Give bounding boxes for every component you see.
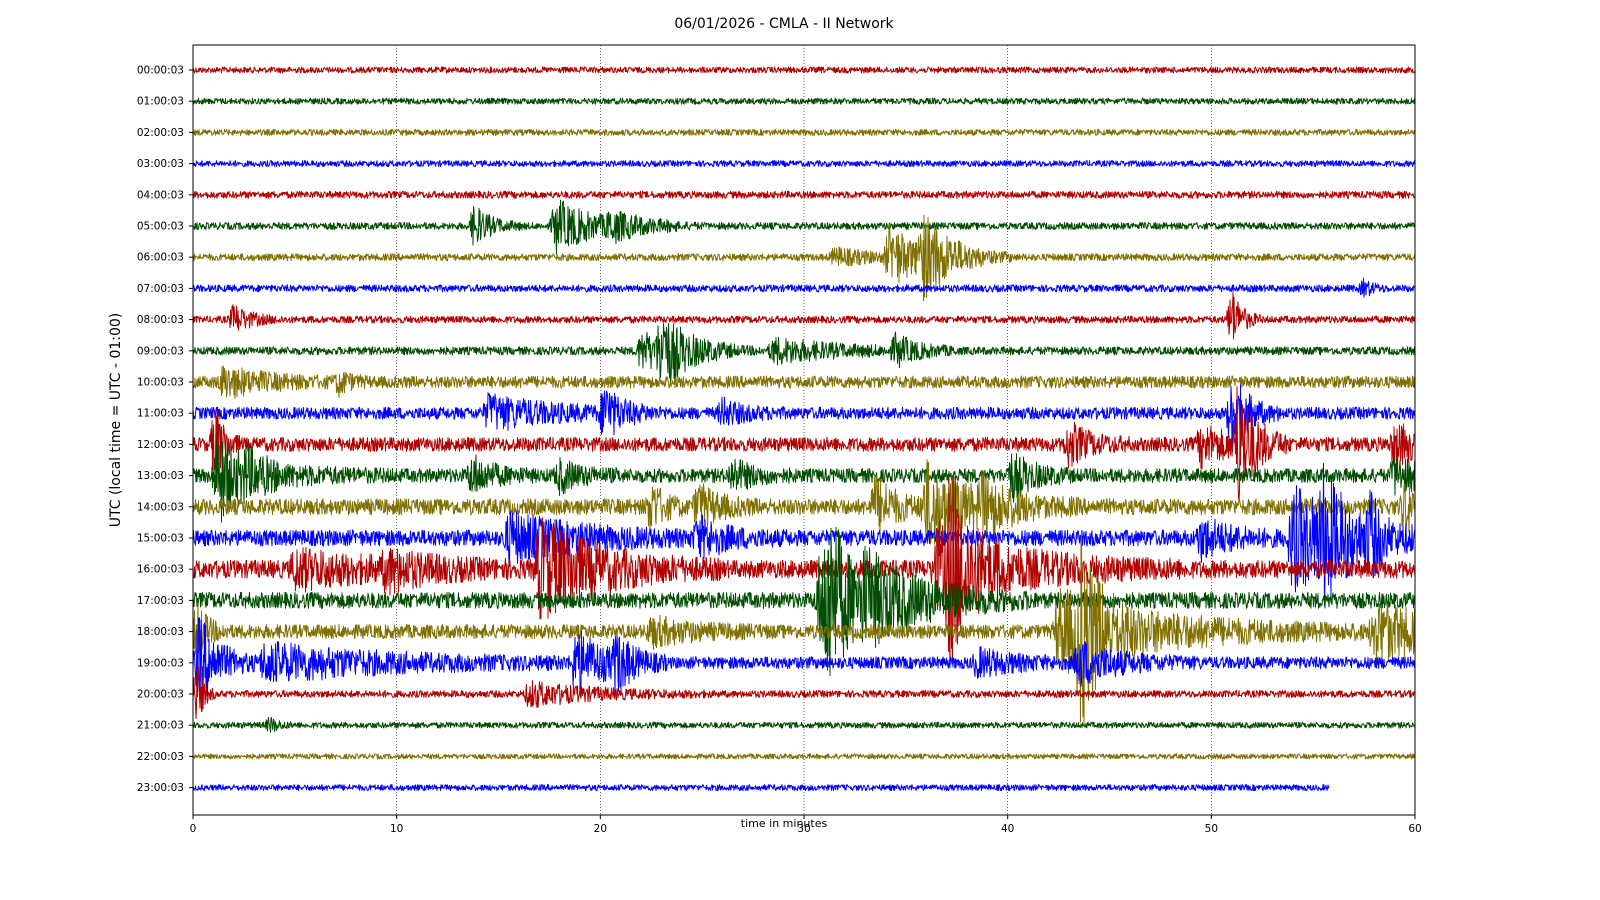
x-axis-label: time in minutes [741,817,828,830]
y-tick-label: 04:00:03 [137,189,184,201]
seismic-trace-09-00-03 [192,323,1416,384]
x-tick-labels: 0 10 20 30 40 50 60 [190,815,1422,835]
seismic-trace-13-00-03 [192,434,1416,523]
x-tick-label: 60 [1408,823,1421,835]
x-tick-label: 30 [797,823,810,835]
seismic-trace-04-00-03 [192,190,1416,199]
y-tick-label: 22:00:03 [137,751,184,763]
seismic-trace-23-00-03 [192,784,1330,792]
y-tick-label: 01:00:03 [137,96,184,108]
x-tick-label: 50 [1205,823,1218,835]
seismic-trace-07-00-03 [192,277,1416,298]
seismic-trace-06-00-03 [192,214,1416,302]
y-axis-label: UTC (local time = UTC - 01:00) [108,313,124,528]
x-tick-label: 40 [1001,823,1014,835]
seismic-trace-17-00-03 [192,526,1415,676]
y-tick-label: 09:00:03 [137,345,184,357]
seismic-trace-15-00-03 [192,462,1416,606]
seismic-trace-12-00-03 [192,386,1416,502]
chart-title: 06/01/2026 - CMLA - II Network [674,16,894,32]
y-tick-label: 10:00:03 [137,377,184,389]
seismic-trace-16-00-03 [192,477,1416,666]
y-tick-label: 15:00:03 [137,533,184,545]
seismic-trace-21-00-03 [192,717,1416,733]
y-tick-label: 18:00:03 [137,626,184,638]
y-tick-label: 02:00:03 [137,127,184,139]
y-tick-labels: 00:00:03 01:00:03 02:00:03 03:00:03 04:00:03… [137,65,193,794]
y-tick-label: 21:00:03 [137,720,184,732]
y-tick-label: 20:00:03 [137,689,184,701]
seismic-trace-10-00-03 [192,365,1416,399]
seismic-trace-08-00-03 [192,292,1416,340]
seismic-trace-20-00-03 [192,666,1415,719]
x-tick-label: 0 [190,823,197,835]
y-tick-label: 16:00:03 [137,564,184,576]
seismic-traces [192,66,1416,792]
y-tick-label: 05:00:03 [137,221,184,233]
seismic-trace-05-00-03 [192,199,1416,255]
seismic-trace-11-00-03 [192,384,1416,454]
y-tick-label: 07:00:03 [137,283,184,295]
y-tick-label: 06:00:03 [137,252,184,264]
y-tick-label: 23:00:03 [137,782,184,794]
seismic-trace-18-00-03 [192,530,1416,726]
seismic-trace-01-00-03 [192,97,1416,105]
y-tick-label: 14:00:03 [137,501,184,513]
y-tick-label: 13:00:03 [137,470,184,482]
seismic-trace-00-00-03 [192,66,1416,74]
x-tick-label: 20 [594,823,607,835]
seismic-trace-19-00-03 [192,617,1416,706]
y-tick-label: 00:00:03 [137,65,184,77]
seismic-trace-22-00-03 [192,753,1416,760]
seismic-trace-03-00-03 [192,160,1416,168]
y-tick-label: 08:00:03 [137,314,184,326]
y-tick-label: 19:00:03 [137,657,184,669]
y-tick-label: 11:00:03 [137,408,184,420]
y-tick-label: 12:00:03 [137,439,184,451]
seismic-trace-02-00-03 [192,128,1416,136]
plot-frame [192,44,1416,816]
y-tick-label: 17:00:03 [137,595,184,607]
x-tick-label: 10 [390,823,403,835]
seismic-trace-14-00-03 [192,459,1416,545]
y-tick-label: 03:00:03 [137,158,184,170]
